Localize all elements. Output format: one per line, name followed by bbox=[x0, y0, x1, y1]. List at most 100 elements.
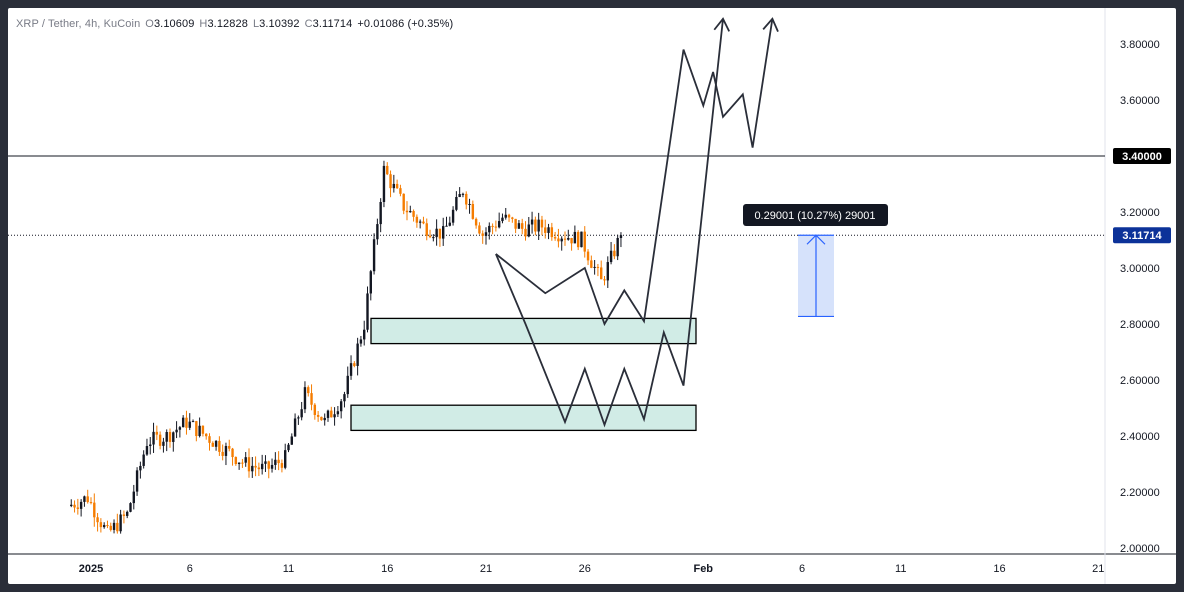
candle-body bbox=[257, 467, 261, 470]
candle-body bbox=[89, 502, 93, 504]
candle-body bbox=[185, 417, 188, 428]
measure-label: 0.29001 (10.27%) 29001 bbox=[754, 210, 875, 222]
candle-body bbox=[145, 446, 149, 455]
candle-body bbox=[395, 183, 399, 189]
candle-body bbox=[116, 522, 119, 532]
candle-body bbox=[553, 237, 557, 239]
candle-body bbox=[195, 421, 198, 437]
candle-body bbox=[76, 507, 80, 509]
candle-body bbox=[218, 440, 221, 452]
candle-body bbox=[369, 271, 372, 294]
candle-body bbox=[451, 209, 455, 223]
candle-body bbox=[112, 522, 116, 530]
candle-body bbox=[501, 217, 504, 222]
candle-body bbox=[106, 525, 109, 527]
candle-body bbox=[425, 223, 428, 236]
candle-body bbox=[507, 214, 511, 218]
candle-body bbox=[613, 250, 616, 257]
high-value: 3.12828 bbox=[207, 18, 248, 30]
candle-body bbox=[264, 461, 267, 464]
candle-body bbox=[527, 224, 530, 237]
change-value: +0.01086 (+0.35%) bbox=[357, 18, 454, 30]
candle-body bbox=[468, 203, 471, 205]
candle-body bbox=[494, 226, 498, 228]
candle-body bbox=[247, 457, 251, 472]
candle-body bbox=[399, 188, 402, 194]
candle-body bbox=[603, 279, 606, 281]
candle-body bbox=[297, 417, 300, 419]
candle-body bbox=[511, 217, 514, 219]
candle-body bbox=[580, 231, 583, 248]
candle-body bbox=[353, 363, 356, 366]
x-tick-label: 11 bbox=[895, 563, 906, 575]
candle-body bbox=[149, 444, 152, 447]
candle-body bbox=[152, 431, 155, 445]
candle-body bbox=[83, 496, 86, 502]
y-tick-label: 2.80000 bbox=[1120, 319, 1160, 331]
x-tick-label: 6 bbox=[187, 563, 193, 575]
candle-body bbox=[102, 525, 106, 528]
candle-body bbox=[409, 211, 412, 213]
y-tick-label: 3.80000 bbox=[1120, 39, 1160, 51]
candle-body bbox=[260, 463, 264, 470]
candle-body bbox=[277, 459, 280, 464]
high-label: H bbox=[199, 18, 208, 30]
candle-body bbox=[517, 223, 521, 229]
candle-body bbox=[491, 225, 494, 227]
candle-body bbox=[530, 219, 534, 225]
level-tag-label: 3.40000 bbox=[1122, 151, 1162, 163]
candle-body bbox=[540, 219, 544, 228]
ohlc-legend: XRP / Tether, 4h, KuCoin O3.10609 H3.12828… bbox=[16, 18, 453, 30]
candle-body bbox=[606, 262, 609, 281]
candle-body bbox=[307, 387, 310, 394]
candle-body bbox=[211, 442, 214, 447]
candle-body bbox=[320, 416, 323, 421]
candle-body bbox=[284, 450, 287, 468]
candle-body bbox=[198, 425, 201, 437]
candle-body bbox=[521, 223, 524, 229]
candle-body bbox=[547, 227, 550, 233]
candle-body bbox=[596, 266, 600, 268]
open-label: O bbox=[145, 18, 154, 30]
close-value: 3.11714 bbox=[312, 18, 353, 30]
candle-body bbox=[86, 496, 89, 503]
candle-body bbox=[346, 375, 349, 395]
candle-body bbox=[231, 448, 234, 458]
candle-body bbox=[576, 231, 580, 248]
close-label: C bbox=[304, 18, 313, 30]
measure-label-bg bbox=[743, 204, 888, 226]
candle-body bbox=[389, 174, 392, 189]
candle-body bbox=[333, 414, 336, 418]
x-tick-label: 2025 bbox=[79, 563, 103, 575]
candle-body bbox=[573, 231, 577, 244]
candle-body bbox=[590, 260, 593, 268]
candle-body bbox=[122, 514, 126, 516]
candle-body bbox=[481, 233, 484, 236]
candle-body bbox=[616, 238, 619, 257]
candle-body bbox=[583, 231, 586, 252]
low-value: 3.10392 bbox=[259, 18, 300, 30]
candle-body bbox=[290, 436, 293, 445]
candle-body bbox=[142, 454, 145, 466]
price-chart[interactable]: 2.00000 2.20000 2.40000 2.60000 2.80000 3.000… bbox=[8, 8, 1176, 584]
candle-body bbox=[316, 414, 320, 417]
candle-body bbox=[363, 329, 366, 340]
candle-body bbox=[432, 237, 435, 239]
demand-zone bbox=[350, 404, 697, 432]
candle-body bbox=[474, 218, 478, 226]
candle-body bbox=[402, 193, 405, 211]
candle-body bbox=[445, 225, 448, 227]
candle-body bbox=[550, 227, 554, 238]
candle-body bbox=[382, 165, 386, 202]
candle-body bbox=[366, 293, 369, 330]
candle-body bbox=[359, 339, 363, 344]
x-tick-label: 11 bbox=[283, 563, 294, 575]
candle-body bbox=[165, 432, 168, 442]
candle-body bbox=[471, 203, 475, 219]
candle-body bbox=[593, 266, 596, 268]
candle-body bbox=[191, 421, 195, 423]
y-tick-label: 2.60000 bbox=[1120, 375, 1160, 387]
candle-body bbox=[326, 410, 330, 418]
candle-body bbox=[270, 464, 274, 469]
last-price-tag bbox=[1113, 227, 1171, 244]
